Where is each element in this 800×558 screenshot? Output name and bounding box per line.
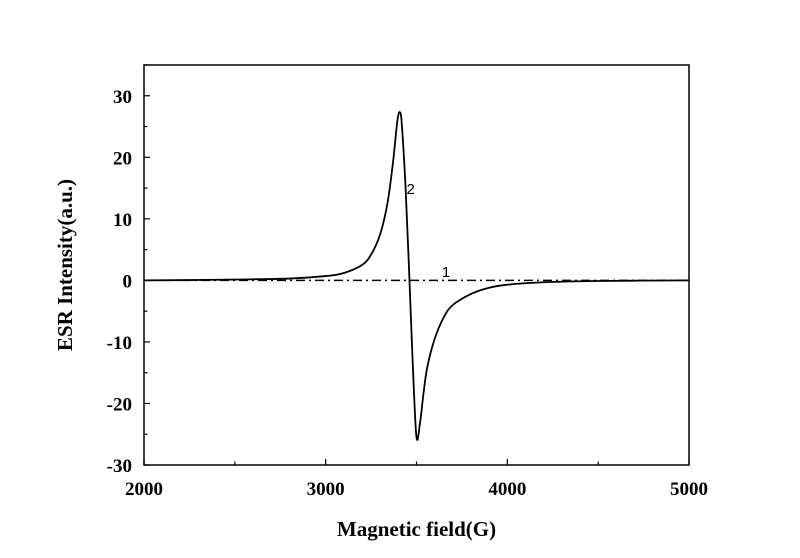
x-tick-label: 4000 bbox=[488, 479, 526, 500]
y-axis-label: ESR Intensity(a.u.) bbox=[53, 179, 77, 351]
axis-ticks bbox=[143, 64, 690, 466]
axis-tick-labels: 2000 3000 4000 5000 -30 -20 -10 0 10 20 30 bbox=[107, 87, 708, 500]
y-tick-label: 0 bbox=[123, 271, 133, 292]
x-tick-label: 3000 bbox=[307, 479, 345, 500]
x-tick-label: 5000 bbox=[670, 479, 708, 500]
y-tick-label: -10 bbox=[107, 333, 132, 354]
plot-frame bbox=[143, 64, 690, 466]
y-tick-label: -30 bbox=[107, 456, 132, 477]
curve-annotations: 21 bbox=[407, 181, 451, 281]
x-tick-label: 2000 bbox=[125, 479, 163, 500]
y-tick-label: 10 bbox=[113, 210, 132, 231]
curve-label-1: 1 bbox=[442, 264, 450, 281]
y-tick-label: 30 bbox=[113, 87, 132, 108]
curve-label-2: 2 bbox=[407, 181, 415, 198]
data-series bbox=[143, 111, 690, 441]
y-tick-label: 20 bbox=[113, 148, 132, 169]
x-axis-label: Magnetic field(G) bbox=[337, 517, 496, 541]
y-tick-label: -20 bbox=[107, 394, 132, 415]
series-2-line bbox=[143, 111, 690, 441]
